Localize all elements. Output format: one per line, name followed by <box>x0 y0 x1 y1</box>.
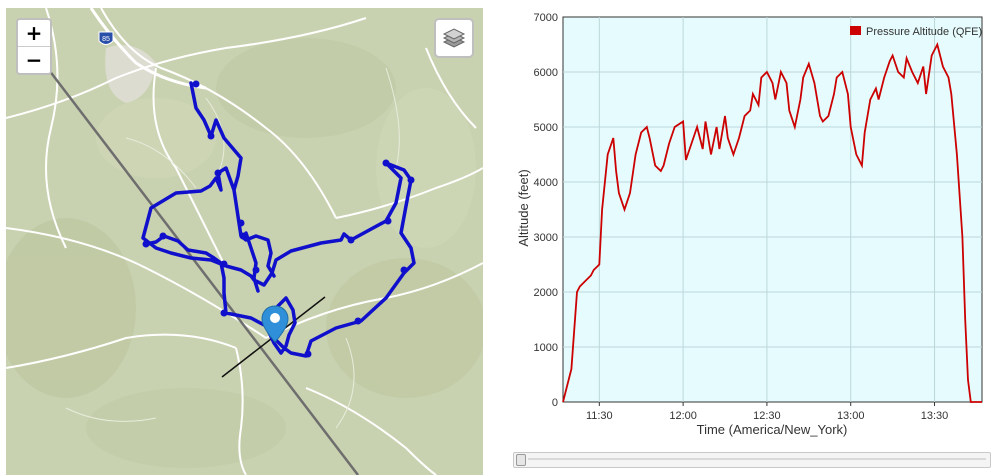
map-marker-icon <box>261 305 289 343</box>
layers-button[interactable] <box>434 18 474 58</box>
legend-label: Pressure Altitude (QFE) <box>866 26 982 38</box>
y-tick-label: 7000 <box>534 12 558 24</box>
y-tick-label: 6000 <box>534 67 558 79</box>
legend: Pressure Altitude (QFE) <box>850 26 982 38</box>
y-axis-label: Altitude (feet) <box>516 169 531 246</box>
series-line <box>562 41 982 403</box>
interstate-shield: 85 <box>98 31 114 45</box>
slider-track <box>528 458 986 460</box>
svg-text:85: 85 <box>102 36 110 43</box>
layers-icon <box>442 28 466 48</box>
slider-handle[interactable] <box>516 454 526 466</box>
interstate-85 <box>89 8 207 90</box>
plot-area <box>562 16 983 403</box>
x-tick-label: 13:00 <box>837 410 865 422</box>
x-tick-label: 13:30 <box>921 410 949 422</box>
legend-swatch <box>850 26 861 35</box>
grid <box>563 17 982 402</box>
y-tick-labels: 0 1000 2000 3000 4000 5000 6000 7000 <box>534 12 558 409</box>
zoom-in-button[interactable]: + <box>25 21 43 45</box>
x-tick-label: 12:00 <box>669 410 697 422</box>
y-tick-label: 0 <box>552 397 558 409</box>
zoom-control: + − <box>16 18 52 75</box>
x-axis-label: Time (America/New_York) <box>697 422 848 437</box>
altitude-chart: 0 1000 2000 3000 4000 5000 6000 7000 11:30 12:00… <box>516 12 983 437</box>
y-tick-label: 5000 <box>534 122 558 134</box>
x-tick-labels: 11:30 12:00 12:30 13:00 13:30 <box>586 402 948 422</box>
x-tick-label: 12:30 <box>753 410 781 422</box>
y-tick-label: 4000 <box>534 177 558 189</box>
terrain-shading <box>6 38 483 468</box>
time-range-slider[interactable] <box>513 452 991 468</box>
y-tick-label: 3000 <box>534 232 558 244</box>
y-tick-label: 2000 <box>534 287 558 299</box>
flight-map[interactable]: 85 + − <box>6 8 483 475</box>
zoom-out-button[interactable]: − <box>18 46 50 73</box>
town-area <box>105 45 156 103</box>
y-tick-label: 1000 <box>534 342 558 354</box>
map-tiles: 85 <box>6 8 483 475</box>
x-tick-label: 11:30 <box>586 410 613 422</box>
great-circle-line <box>35 52 359 475</box>
